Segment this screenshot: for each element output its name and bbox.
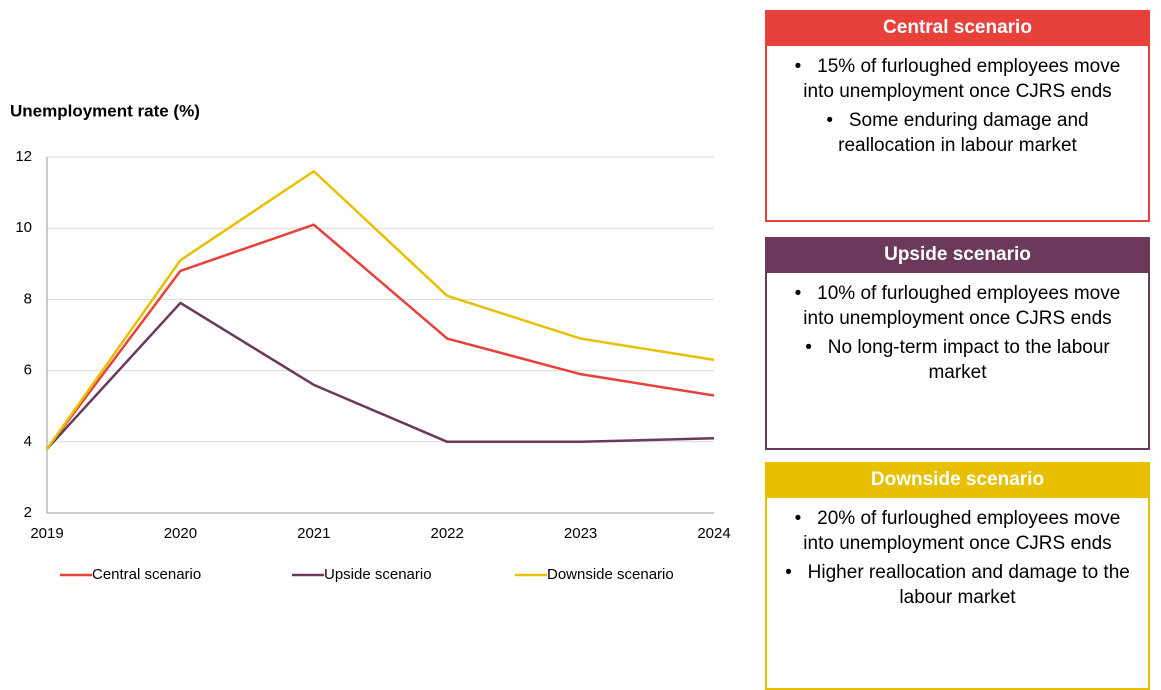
y-tick-label: 2 — [24, 504, 32, 521]
y-tick-label: 8 — [24, 290, 32, 307]
bullet-text: 10% of furloughed employees move into un… — [781, 281, 1134, 331]
y-tick-label: 4 — [24, 433, 32, 450]
x-tick-label: 2023 — [564, 525, 597, 542]
page: {"chart_data": {"type": "line", "y_label… — [0, 0, 1161, 673]
y-tick-label: 10 — [15, 219, 32, 236]
line-series — [46, 301, 715, 450]
y-axis-label: Unemployment rate (%) — [10, 101, 200, 120]
x-tick-label: 2021 — [297, 525, 330, 542]
panel-body: 15% of furloughed employees move into un… — [765, 46, 1150, 222]
bullet-text: 20% of furloughed employees move into un… — [781, 506, 1134, 556]
line-series — [45, 169, 715, 450]
panel-title: Central scenario — [765, 10, 1150, 46]
x-tick-label: 2022 — [431, 525, 464, 542]
scenario-panel: Upside scenario 10% of furloughed employe… — [765, 237, 1150, 450]
legend-label: Upside scenario — [324, 566, 432, 583]
bullet-text: No long-term impact to the labour market — [781, 335, 1134, 385]
bullet-text: Higher reallocation and damage to the la… — [781, 560, 1134, 610]
x-tick-label: 2024 — [697, 525, 730, 542]
scenario-panel: Downside scenario 20% of furloughed emplo… — [765, 462, 1150, 690]
bullet-text: 15% of furloughed employees move into un… — [781, 54, 1134, 104]
x-tick-label: 2020 — [164, 525, 197, 542]
y-tick-label: 12 — [15, 148, 32, 165]
panel-body: 10% of furloughed employees move into un… — [765, 273, 1150, 450]
panel-title: Downside scenario — [765, 462, 1150, 498]
scenario-panel: Central scenario 15% of furloughed employ… — [765, 10, 1150, 222]
legend-label: Downside scenario — [547, 566, 674, 583]
panel-title: Upside scenario — [765, 237, 1150, 273]
panel-body: 20% of furloughed employees move into un… — [765, 498, 1150, 690]
y-tick-label: 6 — [24, 362, 32, 379]
bullet-text: Some enduring damage and reallocation in… — [781, 108, 1134, 158]
legend-label: Central scenario — [92, 566, 201, 583]
x-tick-label: 2019 — [30, 525, 63, 542]
chart: Unemployment rate (%) 2 4 6 8 10 12 2019 2020 20… — [10, 101, 731, 583]
line-series — [45, 223, 715, 450]
